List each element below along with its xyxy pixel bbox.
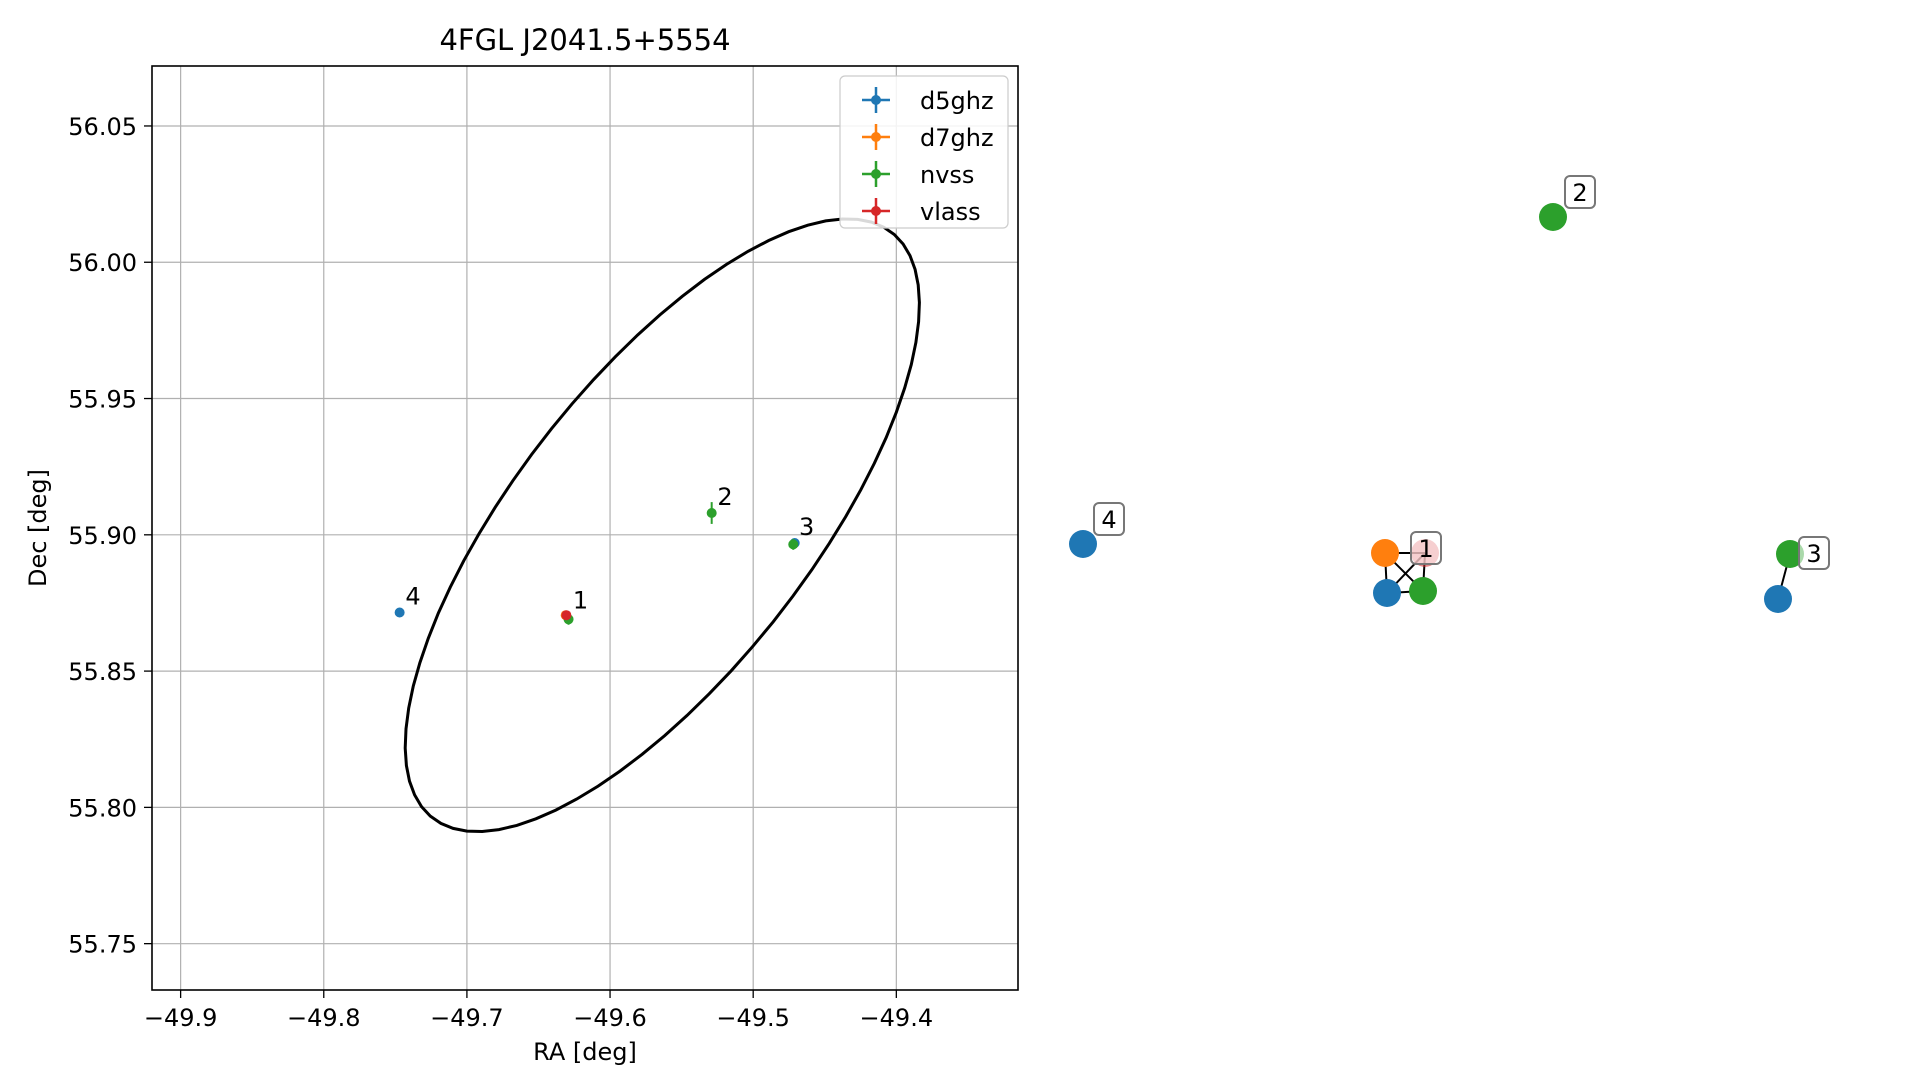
legend-label: d7ghz	[920, 124, 994, 152]
points-layer	[394, 502, 800, 625]
legend-label: d5ghz	[920, 87, 994, 115]
x-tick-label: −49.5	[716, 1004, 790, 1032]
network-node-label: 2	[1564, 175, 1596, 209]
legend: d5ghz d7ghz nvss vlass	[839, 75, 1009, 229]
point-vlass	[561, 610, 572, 621]
annotations-layer: 1 2 3 4	[405, 483, 814, 615]
network-node	[1764, 585, 1792, 613]
plot-frame	[151, 65, 1019, 991]
y-axis-label: Dec [deg]	[24, 469, 52, 587]
x-tick-label: −49.8	[287, 1004, 361, 1032]
point-annotation: 4	[405, 582, 420, 610]
network-node	[1409, 577, 1437, 605]
network-node-label: 4	[1093, 502, 1125, 536]
point-annotation: 3	[799, 513, 814, 541]
y-tick-label: 56.00	[68, 249, 137, 277]
y-tick-label: 56.05	[68, 113, 137, 141]
network-node-label: 3	[1798, 536, 1830, 570]
network-node	[1371, 539, 1399, 567]
x-tick-label: −49.4	[860, 1004, 934, 1032]
uncertainty-ellipse	[403, 217, 921, 834]
ellipse-layer	[403, 217, 921, 834]
point-d5ghz	[394, 607, 405, 618]
legend-label: nvss	[920, 161, 974, 189]
y-tick-label: 55.90	[68, 522, 137, 550]
y-tick-label: 55.95	[68, 386, 137, 414]
network-node-label: 1	[1410, 531, 1442, 565]
point-annotation: 2	[717, 483, 732, 511]
legend-box	[839, 75, 1009, 229]
legend-item-d7ghz: d7ghz	[862, 124, 994, 152]
network-chart: 1 2 3 4	[1069, 175, 1830, 613]
network-node	[1776, 540, 1804, 568]
network-node	[1069, 530, 1097, 558]
network-node-label-text: 2	[1572, 179, 1587, 207]
network-node-label-text: 3	[1806, 540, 1821, 568]
chart-title: 4FGL J2041.5+5554	[439, 23, 730, 57]
legend-item-vlass: vlass	[862, 198, 981, 226]
y-tick-label: 55.85	[68, 658, 137, 686]
point-nvss	[788, 539, 799, 550]
legend-item-nvss: nvss	[862, 161, 974, 189]
x-tick-label: −49.7	[430, 1004, 504, 1032]
x-tick-label: −49.6	[573, 1004, 647, 1032]
y-ticks: 55.75 55.80 55.85 55.90 55.95 56.00 56.05	[68, 113, 152, 959]
y-tick-label: 55.75	[68, 931, 137, 959]
node-labels-layer: 1 2 3 4	[1093, 175, 1830, 570]
x-ticks: −49.9 −49.8 −49.7 −49.6 −49.5 −49.4	[144, 990, 933, 1032]
edges-layer	[1384, 552, 1791, 600]
network-node-label-text: 4	[1101, 506, 1116, 534]
x-axis-label: RA [deg]	[533, 1038, 637, 1066]
point-nvss	[706, 508, 717, 519]
network-node	[1539, 203, 1567, 231]
network-node-label-text: 1	[1418, 535, 1433, 563]
legend-label: vlass	[920, 198, 981, 226]
legend-item-d5ghz: d5ghz	[862, 87, 994, 115]
network-node	[1373, 579, 1401, 607]
y-tick-label: 55.80	[68, 794, 137, 822]
point-annotation: 1	[573, 586, 588, 614]
x-tick-label: −49.9	[144, 1004, 218, 1032]
